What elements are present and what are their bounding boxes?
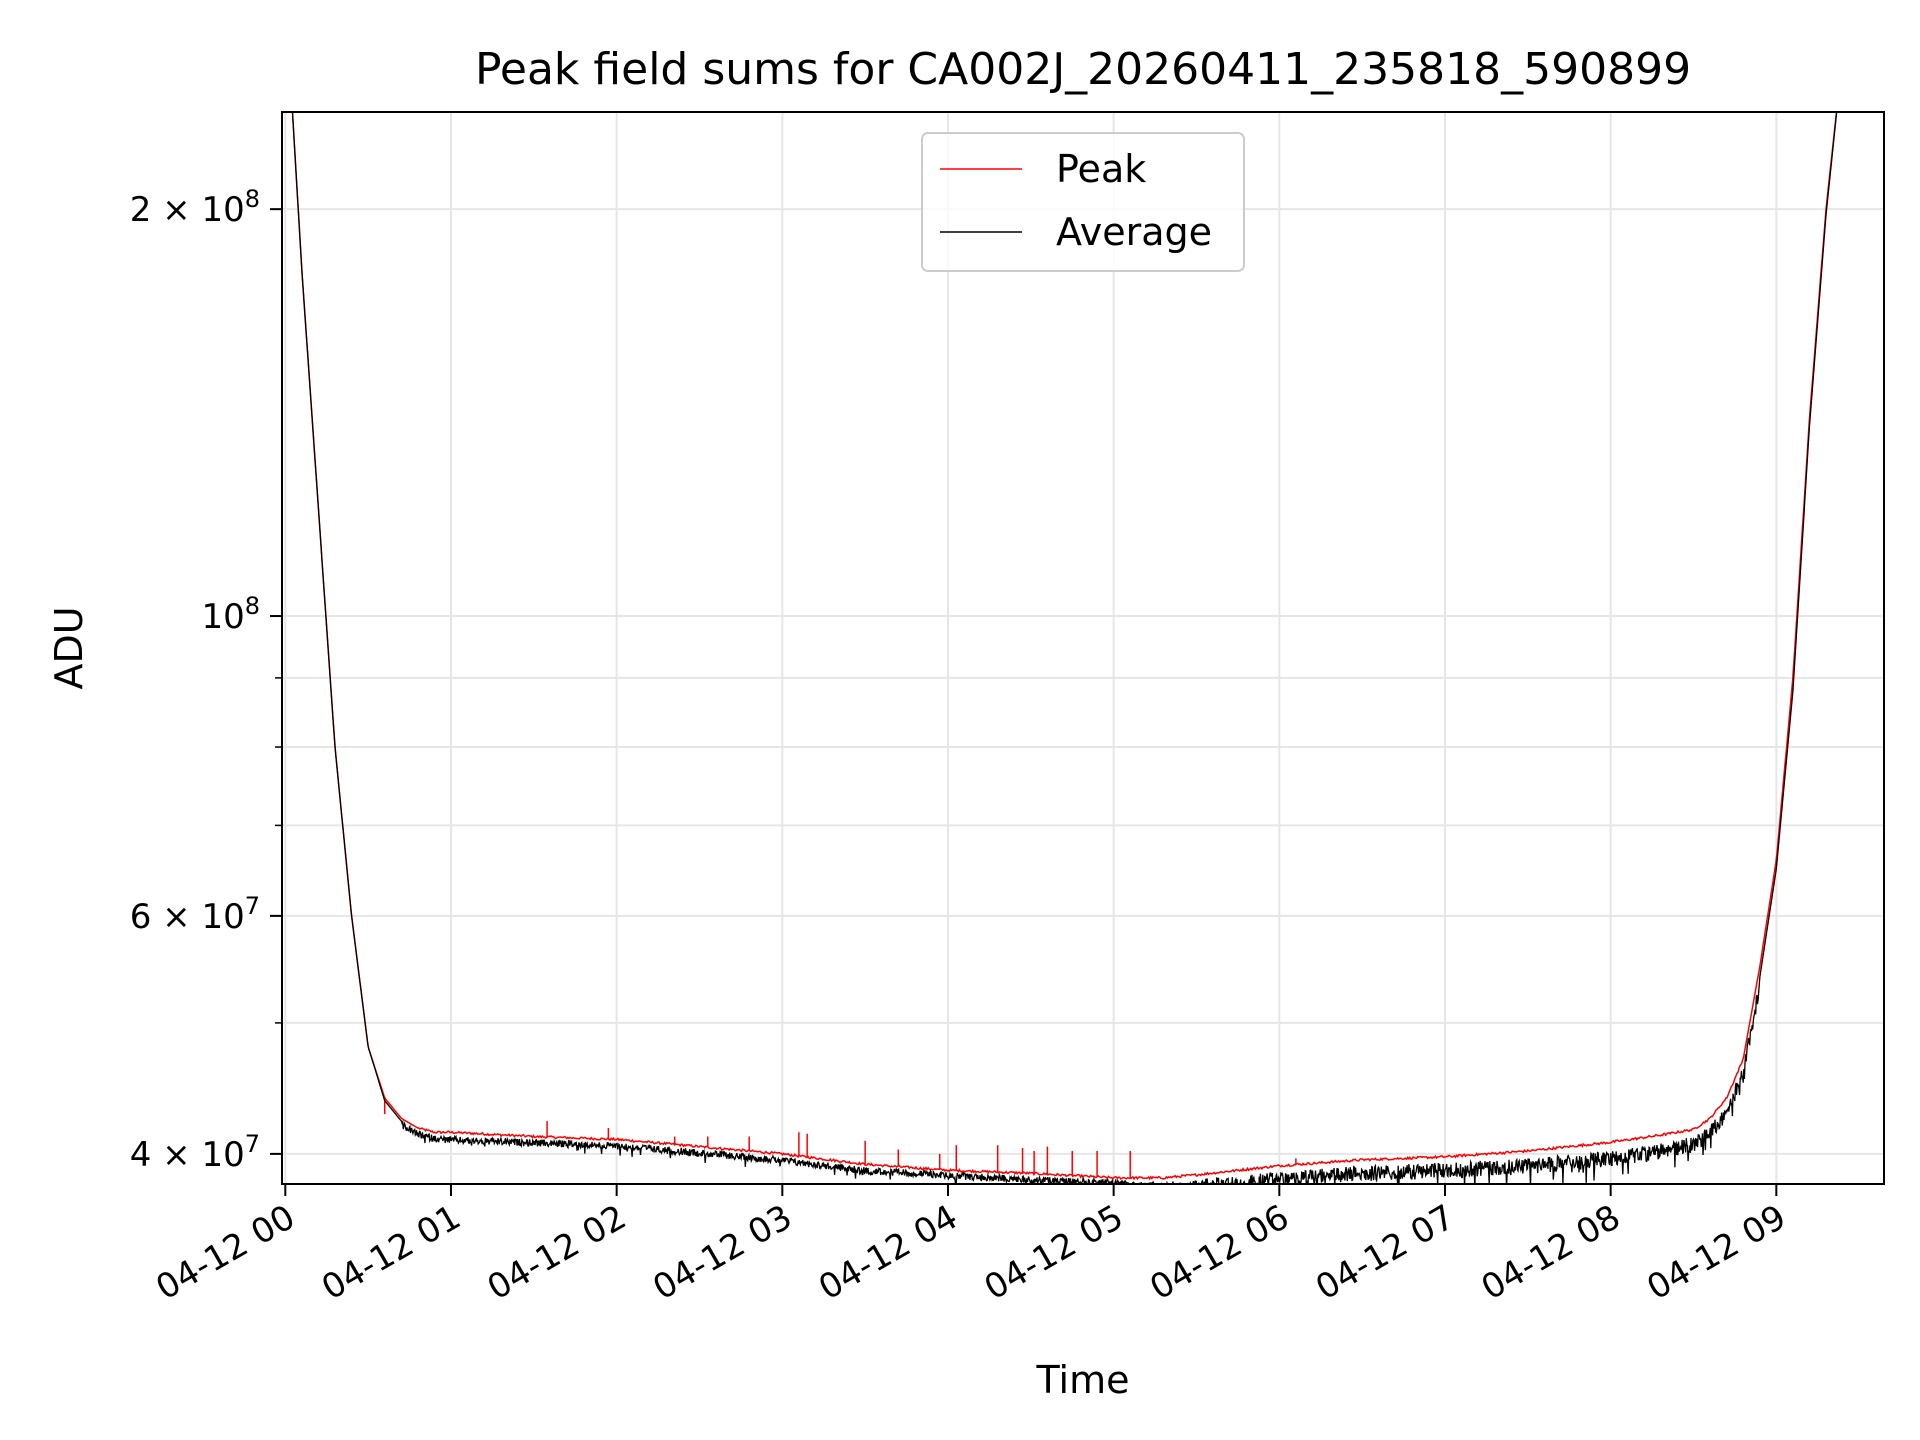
series-layer — [291, 112, 1838, 1184]
y-axis-label: ADU — [47, 606, 91, 689]
legend-average-label: Average — [1056, 210, 1212, 254]
y-tick-label: 4 × 107 — [130, 1130, 260, 1175]
legend: Peak Average — [921, 132, 1245, 272]
x-axis-label: Time — [1036, 1358, 1130, 1402]
y-tick-label: 108 — [201, 592, 260, 637]
plot-frame — [281, 111, 1885, 1185]
average-series-line — [291, 112, 1838, 1184]
y-tick-label: 2 × 108 — [130, 185, 260, 230]
y-axis: 4 × 107 6 × 107 108 2 × 108 — [130, 185, 282, 1175]
y-tick-label: 6 × 107 — [130, 892, 260, 937]
legend-box — [921, 132, 1245, 272]
peak-series-line — [291, 112, 1838, 1181]
chart-title: Peak field sums for CA002J_20260411_2358… — [475, 44, 1691, 95]
legend-peak-label: Peak — [1056, 147, 1146, 191]
